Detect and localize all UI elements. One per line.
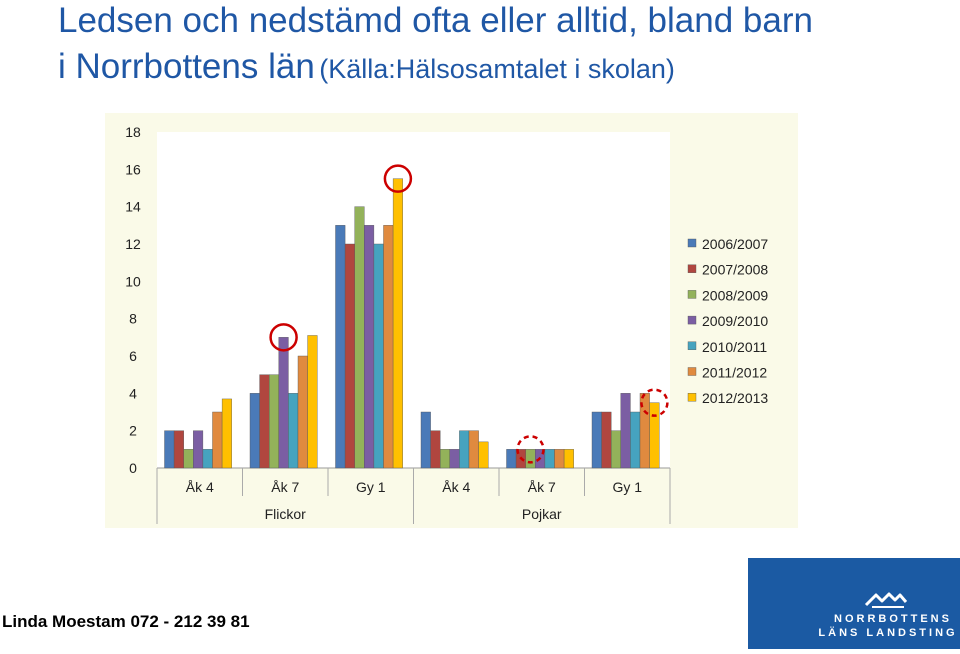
logo-line-2: LÄNS LANDSTING [818, 626, 957, 639]
bar [269, 374, 280, 469]
bar [630, 411, 641, 469]
bar [278, 337, 289, 469]
category-label: Åk 7 [271, 479, 299, 495]
y-tick-label: 6 [129, 348, 137, 364]
highlight-circle [516, 435, 545, 464]
bar [478, 441, 489, 469]
logo-line-1: NORRBOTTENS [834, 613, 952, 625]
y-tick-label: 12 [125, 236, 141, 252]
bar [164, 430, 175, 469]
y-tick-label: 2 [129, 423, 137, 439]
legend-swatch [687, 315, 697, 325]
bar [468, 430, 479, 469]
category-label: Åk 4 [442, 479, 470, 495]
title-line-2: i Norrbottens län (Källa:Hälsosamtalet i… [58, 44, 958, 97]
y-tick-label: 10 [125, 273, 141, 289]
bar [392, 178, 403, 469]
bar [193, 430, 204, 469]
legend-swatch [687, 290, 697, 299]
legend-label: 2010/2011 [702, 339, 767, 355]
highlight-circle [383, 164, 413, 193]
y-tick-label: 14 [125, 199, 141, 215]
bar [420, 411, 431, 469]
bar [440, 449, 451, 469]
title-line-1: Ledsen och nedstämd ofta eller alltid, b… [58, 1, 813, 40]
group-label: Pojkar [522, 506, 562, 522]
legend-swatch [687, 367, 697, 376]
legend-swatch [687, 238, 697, 248]
bar [221, 398, 232, 469]
footer-contact: Linda Moestam 072 - 212 39 81 [2, 612, 250, 631]
legend-swatch [687, 393, 697, 402]
bar [601, 411, 612, 469]
plot-area [157, 132, 670, 468]
legend-label: 2008/2009 [702, 287, 768, 303]
bar [354, 206, 365, 469]
legend-swatch [687, 264, 697, 273]
y-tick-label: 18 [125, 124, 141, 140]
y-tick-label: 8 [129, 311, 137, 327]
bar [620, 393, 631, 469]
y-tick-label: 16 [125, 161, 141, 177]
legend-label: 2006/2007 [702, 236, 768, 252]
bar [373, 243, 384, 469]
legend-label: 2012/2013 [702, 390, 768, 406]
bar [459, 430, 470, 469]
legend-swatch [687, 341, 697, 350]
category-label: Åk 4 [186, 479, 214, 495]
bar [563, 449, 574, 469]
highlight-circle [269, 323, 298, 352]
bar [344, 243, 355, 469]
y-tick-label: 4 [129, 385, 137, 401]
bar [525, 449, 536, 469]
bar [591, 411, 602, 469]
bar [212, 411, 223, 469]
legend-label: 2011/2012 [702, 365, 767, 381]
title-region: i Norrbottens län [58, 47, 315, 86]
bar [297, 355, 308, 469]
bar [259, 374, 270, 469]
bar [506, 449, 517, 469]
norrbottens-logo: NORRBOTTENS LÄNS LANDSTING [748, 558, 960, 649]
bar [335, 225, 346, 469]
y-tick-label: 0 [129, 460, 137, 476]
bar [173, 430, 184, 469]
slide-title: Ledsen och nedstämd ofta eller alltid, b… [58, 0, 958, 97]
legend-label: 2009/2010 [702, 313, 768, 329]
bar [202, 449, 213, 469]
category-label: Gy 1 [356, 479, 386, 495]
bar [554, 449, 565, 469]
bar [430, 430, 441, 469]
logo-mark-icon: NORRBOTTENS LÄNS LANDSTING [818, 592, 957, 639]
bar [649, 402, 660, 469]
bar [288, 393, 299, 469]
bar [611, 430, 622, 469]
legend-label: 2007/2008 [702, 262, 768, 278]
bar [449, 449, 460, 469]
highlight-circle [640, 388, 669, 417]
category-label: Gy 1 [612, 479, 642, 495]
title-source: (Källa:Hälsosamtalet i skolan) [319, 54, 675, 84]
bar [307, 335, 318, 469]
bar [183, 449, 194, 469]
bar [364, 225, 375, 469]
bar [249, 393, 260, 469]
group-label: Flickor [265, 506, 307, 522]
bar [544, 449, 555, 469]
bar [383, 225, 394, 469]
category-label: Åk 7 [528, 479, 556, 495]
